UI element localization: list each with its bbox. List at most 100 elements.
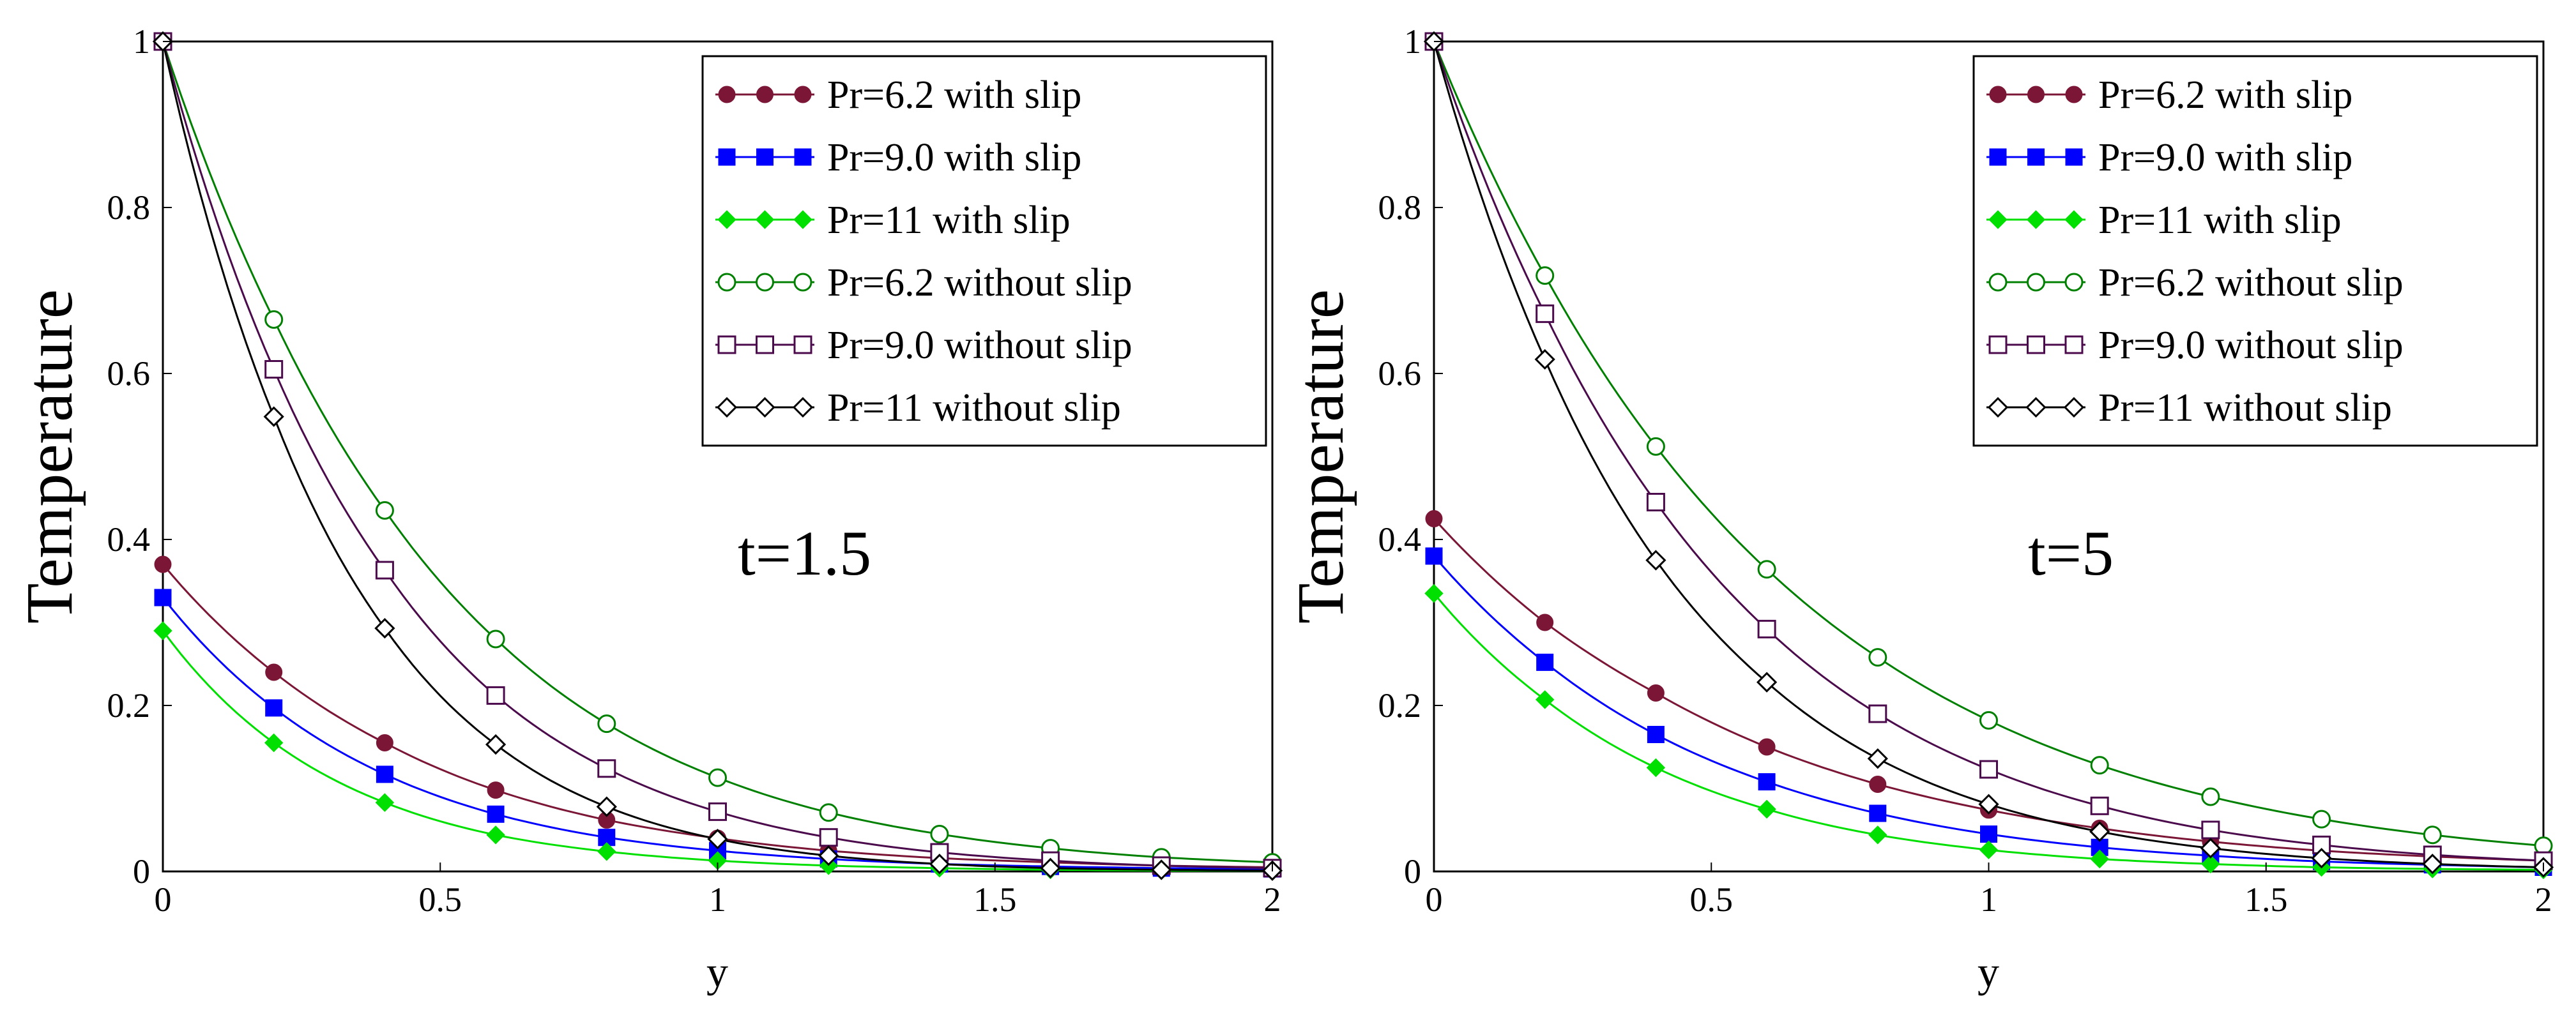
- data-point: [1536, 614, 1554, 631]
- legend-label: Pr=6.2 with slip: [827, 73, 1081, 117]
- series-5: [153, 32, 1282, 878]
- x-tick-label: 1: [709, 880, 726, 919]
- data-point: [1040, 857, 1061, 878]
- y-tick-label: 0: [133, 852, 150, 891]
- data-point: [1758, 773, 1776, 791]
- data-point: [2090, 849, 2109, 869]
- legend-label: Pr=9.0 with slip: [827, 136, 1081, 179]
- legend-marker: [756, 86, 774, 103]
- data-point: [2312, 810, 2331, 829]
- legend-marker: [717, 273, 736, 292]
- data-point: [154, 555, 172, 573]
- data-point: [1151, 859, 1172, 880]
- series-line: [162, 597, 1273, 870]
- legend-marker: [794, 148, 812, 166]
- legend-marker: [2065, 148, 2083, 166]
- legend-marker: [2027, 86, 2045, 103]
- x-tick-label: 0.5: [419, 880, 462, 919]
- legend-label: Pr=6.2 with slip: [2098, 73, 2352, 117]
- data-point: [819, 828, 838, 847]
- y-tick-label: 0.8: [1378, 188, 1422, 227]
- data-point: [2201, 787, 2220, 806]
- data-point: [930, 825, 949, 843]
- x-tick-label: 1: [1980, 880, 1997, 919]
- data-point: [1979, 711, 1998, 730]
- series-6: [152, 31, 1283, 881]
- data-point: [1424, 584, 1444, 603]
- legend-marker: [756, 335, 774, 354]
- data-point: [2090, 756, 2109, 775]
- data-point: [1646, 437, 1665, 456]
- data-point: [597, 714, 616, 734]
- legend: Pr=6.2 with slip Pr=9.0 with slip Pr=11 wi…: [701, 55, 1267, 447]
- legend-box: [1972, 55, 2538, 447]
- axis-ticks: 0 0.5 1 1.5 2 0 0.2 0.4 0.6 0.8 1: [1378, 22, 2552, 919]
- legend-marker: [2064, 335, 2084, 354]
- data-point: [2311, 848, 2332, 869]
- x-tick-label: 0: [1426, 880, 1443, 919]
- data-point: [818, 845, 839, 866]
- legend-label: Pr=9.0 without slip: [2098, 324, 2404, 367]
- data-point: [375, 501, 394, 520]
- data-point: [2201, 854, 2220, 874]
- legend-label: Pr=11 with slip: [2098, 199, 2342, 242]
- legend-label: Pr=9.0 with slip: [2098, 136, 2352, 179]
- data-point: [1980, 825, 1997, 843]
- data-point: [2200, 838, 2222, 859]
- legend-marker: [718, 86, 736, 103]
- data-point: [1645, 550, 1666, 571]
- legend-item: Pr=11 with slip: [1986, 199, 2342, 242]
- data-point: [1757, 560, 1776, 579]
- legend-marker: [2063, 396, 2085, 418]
- data-point: [374, 617, 395, 639]
- y-tick-label: 0.2: [1378, 686, 1422, 725]
- data-point: [264, 733, 284, 753]
- legend-item: Pr=11 with slip: [715, 199, 1071, 242]
- data-point: [1536, 304, 1555, 323]
- data-point: [1535, 690, 1555, 709]
- legend-item: Pr=6.2 with slip: [1986, 73, 2352, 117]
- chart-marks: [152, 31, 1283, 881]
- data-point: [1756, 672, 1778, 693]
- x-tick-label: 0: [155, 880, 172, 919]
- x-axis-label: y: [1978, 947, 1999, 996]
- data-point: [1868, 704, 1887, 723]
- legend-marker: [793, 210, 812, 229]
- data-point: [1647, 684, 1665, 702]
- legend-label: Pr=6.2 without slip: [827, 261, 1132, 305]
- x-axis-label: y: [706, 947, 728, 996]
- data-point: [819, 803, 838, 822]
- series-6: [1423, 31, 2554, 878]
- x-tick-label: 2: [2535, 880, 2552, 919]
- chart-panel-right: 0 0.5 1 1.5 2 0 0.2 0.4 0.6 0.8 1 y Temperature t=…: [1284, 22, 2554, 996]
- data-point: [1868, 648, 1887, 667]
- legend-marker: [2064, 210, 2084, 229]
- data-point: [1979, 840, 1999, 859]
- data-point: [486, 825, 505, 845]
- chart-panel-left: 0 0.5 1 1.5 2 0 0.2 0.4 0.6 0.8 1 y Temperature t=…: [13, 22, 1283, 996]
- data-point: [1758, 738, 1776, 756]
- data-point: [2423, 825, 2442, 845]
- data-point: [708, 802, 727, 821]
- data-point: [1757, 799, 1776, 819]
- y-tick-label: 0: [1404, 852, 1421, 891]
- data-point: [487, 805, 505, 823]
- data-point: [1536, 653, 1554, 671]
- data-point: [597, 759, 616, 778]
- data-point: [1979, 760, 1998, 779]
- data-point: [485, 734, 507, 755]
- y-tick-label: 0.4: [107, 520, 151, 559]
- legend-marker: [755, 210, 775, 229]
- series-1: [1425, 510, 2552, 870]
- legend-item: Pr=6.2 with slip: [715, 73, 1081, 117]
- legend-box: [701, 55, 1267, 447]
- data-point: [264, 360, 284, 379]
- data-point: [264, 310, 284, 329]
- data-point: [2090, 796, 2109, 815]
- y-tick-label: 1: [1404, 22, 1421, 61]
- legend-marker: [1987, 396, 2009, 418]
- y-tick-label: 0.6: [107, 354, 151, 393]
- legend-marker: [1989, 148, 2007, 166]
- y-tick-label: 0.6: [1378, 354, 1422, 393]
